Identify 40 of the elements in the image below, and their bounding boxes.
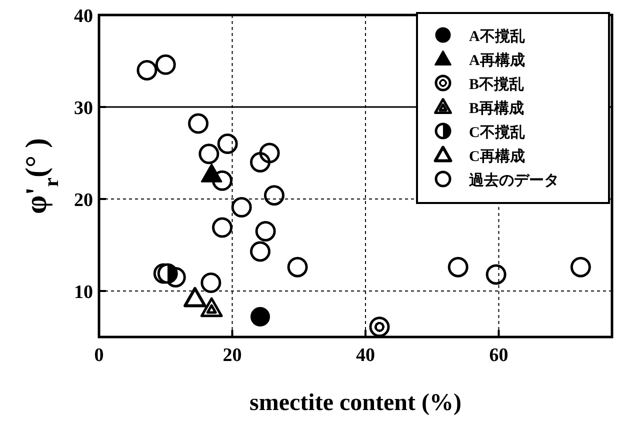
point: [369, 316, 390, 338]
x-tick-label: 20: [222, 345, 242, 366]
point: [250, 241, 270, 262]
point: [287, 256, 308, 278]
legend-label: B再構成: [469, 100, 524, 117]
point: [157, 263, 178, 284]
x-tick-label: 60: [489, 345, 508, 366]
point: [200, 297, 223, 318]
y-tick-label: 40: [74, 6, 93, 27]
y-tick-label: 10: [74, 282, 93, 303]
legend-label: B不撹乱: [469, 76, 524, 93]
x-axis-title: smectite content (%): [250, 390, 462, 416]
point: [448, 256, 468, 278]
point: [184, 286, 206, 308]
point: [188, 113, 209, 134]
point: [155, 54, 176, 75]
legend-label: A再構成: [469, 52, 525, 69]
point: [486, 264, 506, 285]
point: [255, 220, 276, 242]
legend-label: 過去のデータ: [468, 172, 559, 189]
point: [231, 197, 252, 218]
point: [198, 144, 220, 164]
y-tick-label: 20: [74, 190, 93, 211]
point: [217, 134, 238, 154]
point: [212, 170, 233, 191]
legend-label: C再構成: [469, 148, 525, 165]
point: [136, 60, 158, 80]
point: [212, 217, 233, 238]
y-tick-label: 30: [74, 98, 93, 119]
x-tick-label: 40: [356, 345, 375, 366]
point: [250, 152, 270, 172]
legend-label: A不撹乱: [469, 28, 525, 45]
point: [200, 272, 222, 293]
x-tick-label: 0: [94, 345, 104, 366]
point: [570, 256, 591, 278]
point: [200, 164, 222, 182]
legend-label: C不撹乱: [469, 124, 525, 141]
point: [250, 307, 270, 326]
point: [259, 142, 280, 164]
point: [264, 185, 284, 206]
